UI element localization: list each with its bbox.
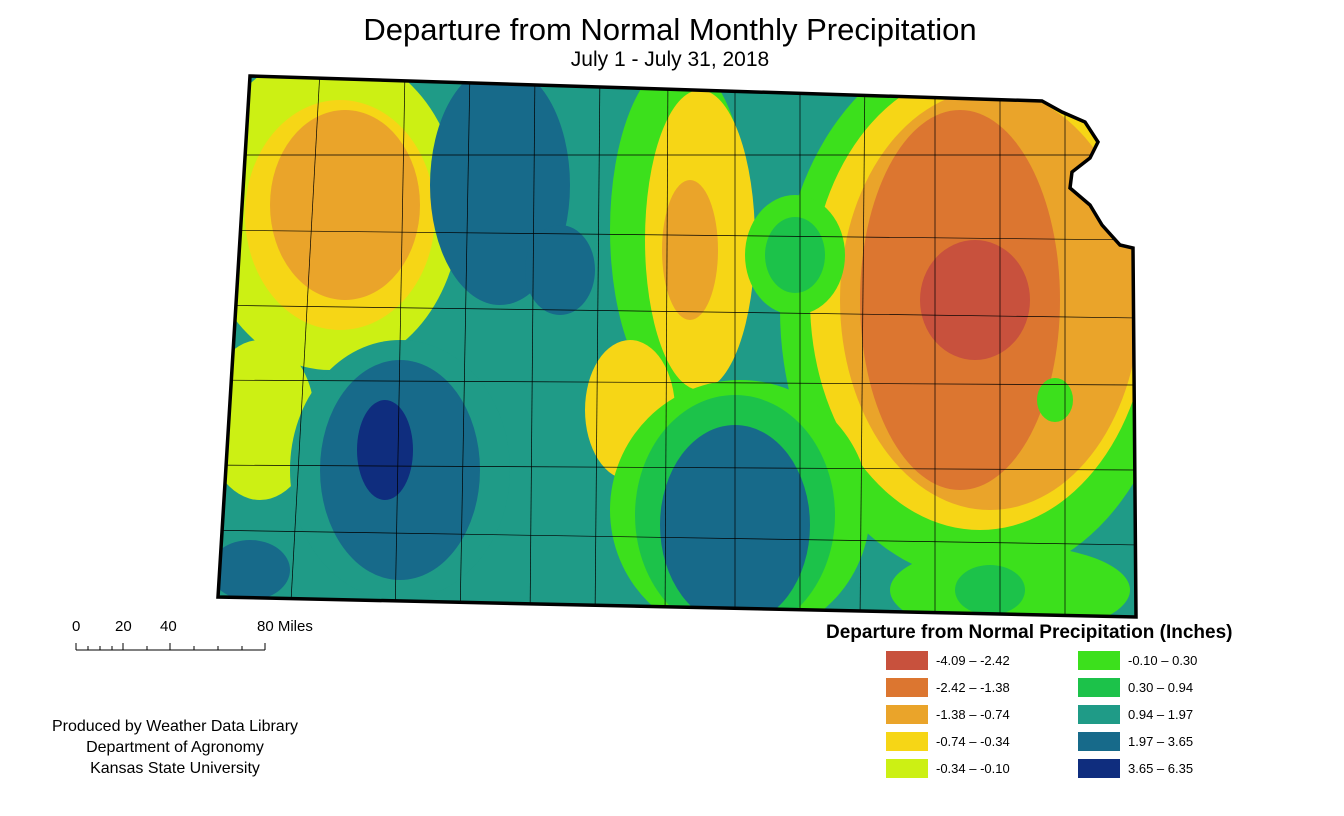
legend-item: 0.94 – 1.97 bbox=[1078, 704, 1193, 724]
legend-swatch bbox=[1078, 677, 1120, 697]
legend-item: -0.74 – -0.34 bbox=[886, 731, 1010, 751]
legend-item: 1.97 – 3.65 bbox=[1078, 731, 1193, 751]
legend-label: 0.30 – 0.94 bbox=[1128, 679, 1194, 695]
legend-item: -1.38 – -0.74 bbox=[886, 704, 1010, 724]
legend-swatch bbox=[1078, 731, 1120, 751]
credit-line: Department of Agronomy bbox=[86, 739, 264, 756]
legend-swatch bbox=[1078, 704, 1120, 724]
legend-label: 1.97 – 3.65 bbox=[1128, 733, 1194, 749]
scale-bar-ruler bbox=[75, 643, 266, 651]
legend-label: -0.74 – -0.34 bbox=[936, 733, 1010, 749]
legend-swatch bbox=[886, 758, 928, 778]
kansas-border bbox=[216, 74, 1138, 619]
legend-label: 3.65 – 6.35 bbox=[1128, 760, 1194, 776]
scale-tick-80: 80 Miles bbox=[257, 618, 313, 635]
legend-label: -0.10 – 0.30 bbox=[1128, 652, 1198, 668]
legend-swatch bbox=[886, 677, 928, 697]
credit-line: Produced by Weather Data Library bbox=[51, 718, 299, 735]
legend-swatch bbox=[886, 650, 928, 670]
precipitation-surface bbox=[218, 76, 1136, 617]
legend-label: -1.38 – -0.74 bbox=[936, 706, 1010, 722]
legend-item: -2.42 – -1.38 bbox=[886, 677, 1010, 697]
credit-line: Kansas State University bbox=[90, 760, 260, 777]
credits: Produced by Weather Data Library Departm… bbox=[20, 716, 330, 779]
legend-label: -0.34 – -0.10 bbox=[936, 760, 1010, 776]
legend-label: -4.09 – -2.42 bbox=[936, 652, 1010, 668]
map-subtitle: July 1 - July 31, 2018 bbox=[570, 48, 770, 71]
legend-swatch bbox=[1078, 758, 1120, 778]
scale-bar: 0 20 40 80 Miles bbox=[60, 612, 360, 662]
legend-item: -0.34 – -0.10 bbox=[886, 758, 1010, 778]
legend-label: 0.94 – 1.97 bbox=[1128, 706, 1194, 722]
legend-label: -2.42 – -1.38 bbox=[936, 679, 1010, 695]
legend-swatch bbox=[886, 731, 928, 751]
scale-tick-20: 20 bbox=[115, 618, 132, 635]
legend-swatch bbox=[1078, 650, 1120, 670]
legend-item: -4.09 – -2.42 bbox=[886, 650, 1010, 670]
legend-title: Departure from Normal Precipitation (Inc… bbox=[826, 622, 1233, 643]
map-title: Departure from Normal Monthly Precipitat… bbox=[363, 12, 977, 47]
legend-item: -0.10 – 0.30 bbox=[1078, 650, 1197, 670]
scale-tick-40: 40 bbox=[160, 618, 177, 635]
county-boundaries bbox=[218, 76, 1136, 617]
scale-tick-0: 0 bbox=[72, 618, 81, 635]
legend-item: 3.65 – 6.35 bbox=[1078, 758, 1193, 778]
legend-item: 0.30 – 0.94 bbox=[1078, 677, 1193, 697]
legend-swatch bbox=[886, 704, 928, 724]
